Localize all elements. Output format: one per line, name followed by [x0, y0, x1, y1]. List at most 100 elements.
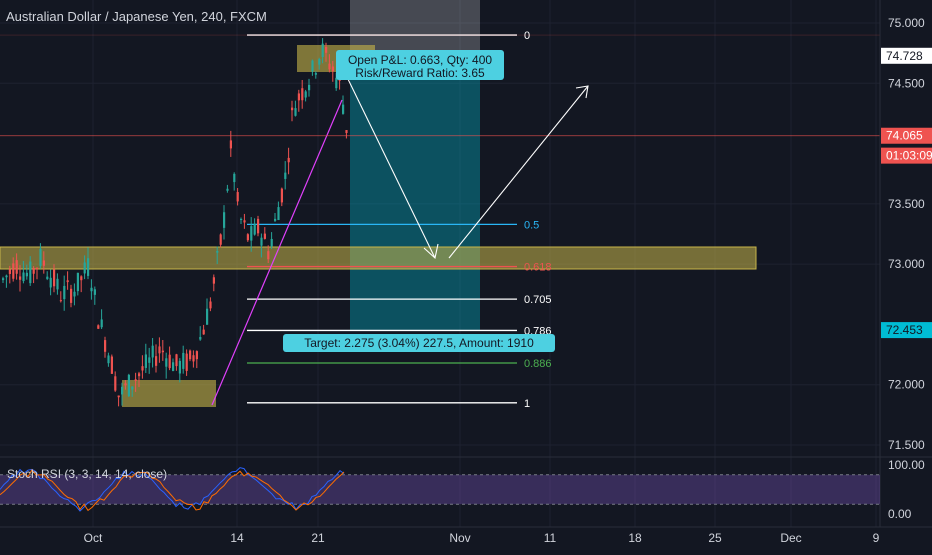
candle-body [66, 280, 69, 283]
candle-body [76, 272, 79, 292]
price-label-text: 01:03:09 [886, 149, 932, 163]
candle-body [29, 261, 32, 284]
candle-body [223, 212, 226, 228]
candle-body [158, 346, 161, 354]
candle-body [182, 352, 185, 369]
candle-body [138, 373, 141, 377]
price-label-box [881, 322, 932, 339]
x-tick-label: Dec [780, 531, 801, 545]
candle-body [216, 251, 219, 253]
indicator-tick-bottom: 0.00 [888, 507, 912, 521]
candle-body [267, 251, 270, 260]
fib-label-0: 0 [524, 30, 530, 42]
candle-body [46, 276, 49, 279]
y-tick-label: 73.500 [888, 197, 925, 211]
candle-body [274, 218, 277, 221]
candle-body [36, 268, 39, 270]
candle-body [73, 291, 76, 297]
candle-body [25, 272, 28, 277]
candle-body [226, 188, 229, 191]
candle-body [206, 308, 209, 325]
candle-body [311, 60, 314, 72]
candle-body [87, 258, 90, 276]
stoch-d-line [0, 468, 345, 512]
candle-body [250, 226, 253, 241]
price-label-text: 74.065 [886, 129, 923, 143]
candle-body [219, 234, 222, 245]
stoch-band [0, 474, 880, 505]
fib-label-0.705: 0.705 [524, 294, 552, 306]
candle-body [314, 73, 317, 75]
candle-body [175, 354, 178, 367]
price-label-text: 74.728 [886, 49, 923, 63]
candle-body [155, 356, 158, 366]
candle-body [294, 108, 297, 116]
candle-body [110, 356, 113, 374]
candle-body [124, 383, 127, 386]
fib-label-1: 1 [524, 398, 530, 410]
pnl-box [336, 50, 504, 80]
candle-body [59, 300, 62, 302]
candle-body [318, 58, 321, 65]
candle-body [291, 107, 294, 111]
price-label-box [881, 47, 932, 64]
candle-body [308, 84, 311, 91]
candle-body [257, 218, 260, 234]
candle-body [253, 223, 256, 235]
candle-body [49, 277, 52, 288]
candle-body [107, 355, 110, 364]
candle-body [301, 88, 304, 101]
x-tick-label: 18 [628, 531, 642, 545]
arrow-down-head [423, 243, 439, 260]
candle-body [195, 351, 198, 360]
candle-body [331, 66, 334, 72]
candle-body [260, 237, 263, 246]
candle-body [90, 287, 93, 292]
arrow-down-leg [345, 74, 436, 259]
candle-body [80, 276, 83, 281]
x-tick-label: 25 [708, 531, 722, 545]
y-tick-label: 74.500 [888, 76, 925, 90]
candle-body [100, 319, 103, 328]
candle-body [246, 234, 249, 241]
fib-label-0.886: 0.886 [524, 358, 552, 370]
trend-line [211, 99, 343, 406]
risk-reward-text: Risk/Reward Ratio: 3.65 [355, 66, 485, 80]
candle-body [165, 358, 168, 367]
candle-body [202, 329, 205, 335]
candle-body [280, 188, 283, 203]
chart-title: Australian Dollar / Japanese Yen, 240, F… [6, 9, 267, 24]
candle-body [8, 269, 11, 274]
candle-body [121, 386, 124, 395]
candle-body [63, 285, 66, 300]
x-tick-label: 14 [230, 531, 244, 545]
x-tick-label: 11 [544, 531, 557, 545]
price-label-box [881, 127, 932, 144]
candle-body [270, 238, 273, 247]
candle-body [131, 386, 134, 390]
candle-body [83, 262, 86, 274]
y-tick-label: 75.000 [888, 16, 925, 30]
candle-body [240, 218, 243, 220]
x-tick-label: 9 [873, 531, 880, 545]
indicator-tick-top: 100.00 [888, 458, 925, 472]
candle-body [287, 157, 290, 163]
candle-body [328, 63, 331, 70]
candle-body [148, 357, 151, 363]
candles [2, 38, 348, 407]
support-zone [0, 246, 757, 270]
candle-body [22, 272, 25, 282]
candle-body [192, 355, 195, 362]
fib-label-0.618: 0.618 [524, 262, 552, 274]
candle-body [5, 275, 8, 278]
candle-body [134, 379, 137, 381]
candle-body [335, 77, 338, 89]
candle-body [277, 207, 280, 221]
candle-body [2, 278, 5, 281]
candle-body [141, 366, 144, 371]
candle-body [127, 374, 130, 397]
candle-body [263, 233, 266, 239]
candle-body [325, 46, 328, 53]
